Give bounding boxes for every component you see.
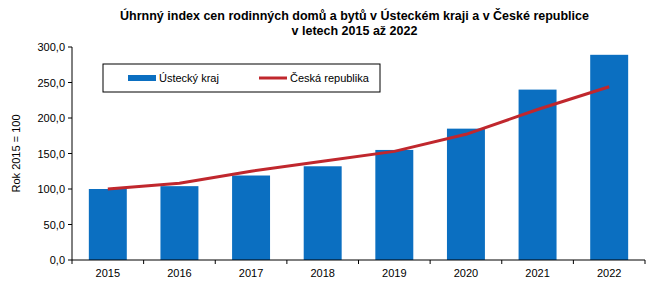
x-tick: [430, 260, 431, 264]
y-tick-label: 300,0: [37, 41, 65, 53]
bar: [590, 55, 628, 260]
bar: [232, 176, 270, 260]
x-tick-label: 2018: [310, 267, 334, 279]
y-tick: [68, 224, 72, 225]
bar: [160, 186, 198, 260]
x-tick-label: 2016: [167, 267, 191, 279]
x-tick: [645, 260, 646, 264]
bar: [375, 150, 413, 260]
legend-label: Ústecký kraj: [159, 72, 219, 84]
line: [108, 87, 609, 189]
y-tick: [68, 260, 72, 261]
bar: [447, 129, 485, 260]
title: Úhrnný index cen rodinných domů a bytů v…: [120, 8, 589, 38]
legend-box: [103, 64, 380, 92]
x-tick: [358, 260, 359, 264]
title-line: v letech 2015 až 2022: [292, 24, 418, 38]
chart: Úhrnný index cen rodinných domů a bytů v…: [0, 0, 669, 288]
bar: [89, 189, 127, 260]
title-line: Úhrnný index cen rodinných domů a bytů v…: [120, 8, 589, 23]
y-tick-label: 100,0: [37, 183, 65, 195]
x-tick-label: 2022: [597, 267, 621, 279]
y-tick-label: 200,0: [37, 112, 65, 124]
legend-label: Česká republika: [290, 72, 370, 84]
legend-swatch: [259, 77, 287, 80]
y-tick: [68, 82, 72, 83]
x-tick: [501, 260, 502, 264]
x-tick-label: 2020: [454, 267, 478, 279]
x-tick: [143, 260, 144, 264]
x-tick-label: 2021: [525, 267, 549, 279]
bar: [304, 166, 342, 260]
x-tick: [72, 260, 73, 264]
legend-swatch: [128, 75, 156, 81]
x-tick-label: 2015: [96, 267, 120, 279]
y-tick-label: 150,0: [37, 148, 65, 160]
legend: Ústecký kraj Česká republika: [103, 64, 380, 92]
x-tick-label: 2019: [382, 267, 406, 279]
x-tick-label: 2017: [239, 267, 263, 279]
y-tick-label: 50,0: [44, 219, 65, 231]
y-axis: [72, 47, 73, 260]
y-axis-label: Rok 2015 = 100: [10, 115, 22, 193]
y-tick: [68, 189, 72, 190]
x-tick: [215, 260, 216, 264]
x-tick: [286, 260, 287, 264]
x-tick: [573, 260, 574, 264]
y-tick-label: 0,0: [50, 254, 65, 266]
y-tick: [68, 153, 72, 154]
marks: [89, 55, 628, 260]
y-tick: [68, 118, 72, 119]
y-tick-label: 250,0: [37, 77, 65, 89]
y-tick: [68, 47, 72, 48]
